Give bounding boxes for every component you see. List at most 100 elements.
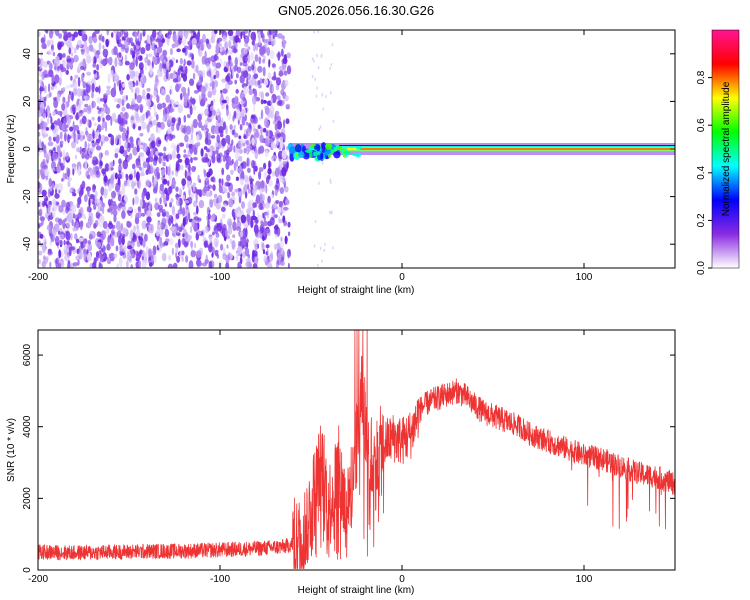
noise-blob xyxy=(228,220,232,229)
noise-blob xyxy=(113,46,118,56)
noise-blob xyxy=(132,123,136,130)
noise-blob xyxy=(91,82,95,93)
noise-blob xyxy=(268,253,274,263)
noise-blob xyxy=(102,206,105,215)
noise-blob xyxy=(191,218,195,228)
noise-blob xyxy=(227,226,233,235)
noise-blob xyxy=(68,47,72,55)
noise-blob xyxy=(150,251,155,262)
noise-blob xyxy=(166,120,172,124)
noise-blob xyxy=(101,35,105,43)
noise-blob xyxy=(186,175,192,181)
noise-blob xyxy=(134,188,138,195)
noise-blob xyxy=(185,65,188,75)
noise-speck xyxy=(329,210,331,214)
noise-blob xyxy=(54,74,60,84)
noise-speck xyxy=(331,43,334,47)
noise-speck xyxy=(319,125,322,129)
noise-blob xyxy=(227,39,233,48)
noise-blob xyxy=(38,190,42,195)
noise-blob xyxy=(148,224,152,234)
noise-blob xyxy=(111,229,115,235)
noise-blob xyxy=(166,38,170,47)
signal-onset-blob xyxy=(355,144,362,150)
noise-blob xyxy=(264,106,270,115)
noise-blob xyxy=(241,116,246,126)
noise-blob xyxy=(135,253,141,260)
noise-blob xyxy=(280,261,285,266)
noise-blob xyxy=(286,65,292,75)
noise-blob xyxy=(102,117,105,123)
noise-blob xyxy=(57,118,61,126)
noise-blob xyxy=(184,32,188,40)
noise-blob xyxy=(242,86,249,95)
noise-blob xyxy=(59,150,63,158)
noise-blob xyxy=(223,187,228,194)
noise-blob xyxy=(190,250,197,258)
noise-blob xyxy=(39,107,44,114)
noise-blob xyxy=(188,260,194,268)
noise-blob xyxy=(110,134,115,144)
noise-blob xyxy=(105,39,109,48)
noise-blob xyxy=(147,115,153,120)
noise-blob xyxy=(207,43,212,50)
noise-blob xyxy=(60,90,64,95)
noise-blob xyxy=(187,234,192,241)
noise-blob xyxy=(275,77,282,86)
noise-blob xyxy=(286,52,292,59)
noise-blob xyxy=(180,164,184,171)
noise-blob xyxy=(132,197,135,206)
noise-blob xyxy=(243,30,249,34)
noise-blob xyxy=(152,186,158,194)
noise-blob xyxy=(135,31,137,40)
noise-blob xyxy=(254,131,260,138)
noise-blob xyxy=(274,123,278,131)
noise-blob xyxy=(284,199,290,206)
noise-blob xyxy=(180,93,183,101)
noise-blob xyxy=(112,203,118,211)
noise-blob xyxy=(265,244,270,249)
noise-blob xyxy=(178,226,183,233)
noise-blob xyxy=(105,122,108,132)
noise-blob xyxy=(252,46,256,52)
noise-blob xyxy=(50,124,55,130)
noise-blob xyxy=(234,65,236,73)
noise-blob xyxy=(162,63,167,69)
noise-blob xyxy=(86,107,92,115)
noise-blob xyxy=(284,95,289,102)
noise-blob xyxy=(159,183,164,192)
noise-blob xyxy=(134,195,139,205)
noise-blob xyxy=(217,114,222,124)
noise-blob xyxy=(262,66,266,77)
noise-blob xyxy=(59,239,63,246)
noise-blob xyxy=(139,32,143,42)
noise-blob xyxy=(72,204,77,214)
noise-blob xyxy=(239,103,242,113)
noise-blob xyxy=(127,245,133,250)
noise-blob xyxy=(279,187,285,194)
noise-blob xyxy=(95,138,101,144)
noise-blob xyxy=(209,82,212,87)
noise-blob xyxy=(221,206,226,213)
noise-blob xyxy=(56,110,63,116)
noise-blob xyxy=(239,62,243,66)
noise-blob xyxy=(186,171,192,177)
noise-blob xyxy=(56,262,62,268)
noise-blob xyxy=(114,147,120,154)
noise-speck xyxy=(313,30,316,34)
noise-blob xyxy=(273,202,277,209)
noise-blob xyxy=(146,92,151,100)
noise-blob xyxy=(211,252,214,258)
noise-blob xyxy=(128,248,134,259)
noise-blob xyxy=(108,183,112,192)
noise-blob xyxy=(232,115,235,122)
noise-blob xyxy=(145,191,151,201)
noise-blob xyxy=(48,136,52,142)
noise-blob xyxy=(190,225,193,234)
noise-blob xyxy=(135,171,140,182)
noise-blob xyxy=(127,156,130,163)
noise-blob xyxy=(193,147,198,155)
noise-blob xyxy=(218,178,222,184)
noise-speck xyxy=(318,127,320,131)
noise-blob xyxy=(80,73,84,81)
